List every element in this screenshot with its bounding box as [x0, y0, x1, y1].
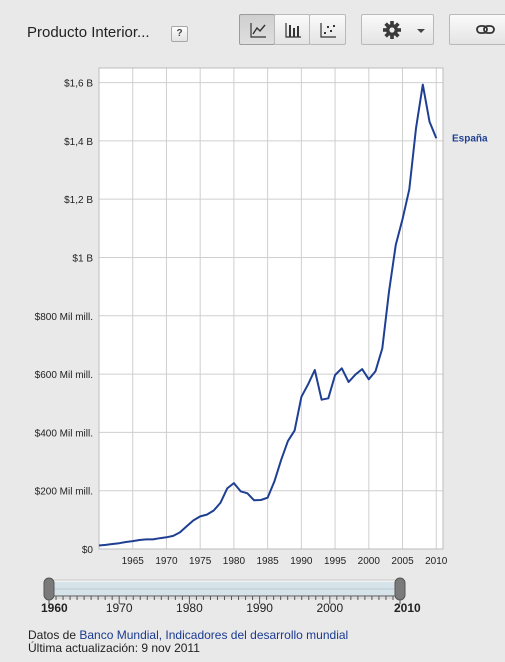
y-tick-label: $1,4 B: [64, 137, 93, 148]
source-prefix: Datos de: [28, 628, 80, 642]
x-tick-label: 1990: [290, 556, 313, 567]
slider-end-handle[interactable]: [394, 577, 406, 601]
plot-area: [99, 68, 443, 549]
x-tick-label: 1970: [155, 556, 178, 567]
time-range-slider[interactable]: 1970 1980 1990 2000 1960 2010: [0, 572, 505, 618]
slider-tick-label: 2000: [316, 601, 343, 615]
source-link[interactable]: Banco Mundial, Indicadores del desarroll…: [79, 628, 349, 642]
footer: Datos de Banco Mundial, Indicadores del …: [28, 629, 348, 655]
bar-chart-button[interactable]: [274, 14, 310, 45]
x-tick-label: 1985: [257, 556, 280, 567]
last-updated: Última actualización: 9 nov 2011: [28, 641, 200, 655]
line-chart-icon: [250, 23, 266, 38]
y-tick-label: $200 Mil mill.: [35, 487, 93, 498]
slider-start-label: 1960: [41, 601, 68, 615]
x-tick-label: 1980: [223, 556, 246, 567]
y-tick-label: $800 Mil mill.: [35, 312, 93, 323]
chart-title[interactable]: Producto Interior...: [27, 24, 150, 41]
x-tick-label: 2005: [391, 556, 414, 567]
x-tick-label: 1995: [324, 556, 347, 567]
link-button[interactable]: [449, 14, 505, 45]
x-tick-label: 2010: [425, 556, 448, 567]
slider-tick-label: 1980: [176, 601, 203, 615]
x-tick-label: 2000: [358, 556, 381, 567]
settings-button-graphics: [383, 21, 425, 39]
source-line: Datos de Banco Mundial, Indicadores del …: [28, 629, 348, 642]
line-chart: 1965 1970 1975 1980 1985 1990 1995 2000 2005 2010…: [0, 58, 505, 578]
gear-icon: [383, 21, 401, 39]
x-tick-label: 1975: [189, 556, 212, 567]
settings-menu-button[interactable]: [361, 14, 434, 45]
y-tick-label: $400 Mil mill.: [35, 428, 93, 439]
scatter-chart-button[interactable]: [309, 14, 346, 45]
bar-chart-icon: [285, 23, 301, 38]
y-tick-label: $1 B: [72, 253, 93, 264]
help-button[interactable]: ?: [171, 26, 188, 42]
slider-start-handle[interactable]: [43, 577, 55, 601]
slider-canvas: 1970 1980 1990 2000 1960 2010: [41, 577, 421, 615]
slider-tick-label: 1990: [246, 601, 273, 615]
y-tick-label: $600 Mil mill.: [35, 370, 93, 381]
x-tick-label: 1965: [122, 556, 145, 567]
slider-end-label: 2010: [394, 601, 421, 615]
y-tick-label: $0: [82, 545, 94, 556]
slider-tick-label: 1970: [106, 601, 133, 615]
series-line: [98, 83, 438, 547]
plot-border: [98, 67, 444, 550]
line-chart-button[interactable]: [239, 14, 275, 45]
y-tick-label: $1,2 B: [64, 195, 93, 206]
scatter-chart-icon: [320, 23, 336, 38]
y-tick-label: $1,6 B: [64, 79, 93, 90]
link-icon: [476, 25, 495, 34]
series-label: España: [452, 133, 488, 144]
chart-header: Producto Interior... ?: [0, 0, 505, 64]
chart-canvas: 1965 1970 1975 1980 1985 1990 1995 2000 2005 2010…: [35, 67, 488, 567]
chevron-down-icon: [417, 29, 425, 33]
